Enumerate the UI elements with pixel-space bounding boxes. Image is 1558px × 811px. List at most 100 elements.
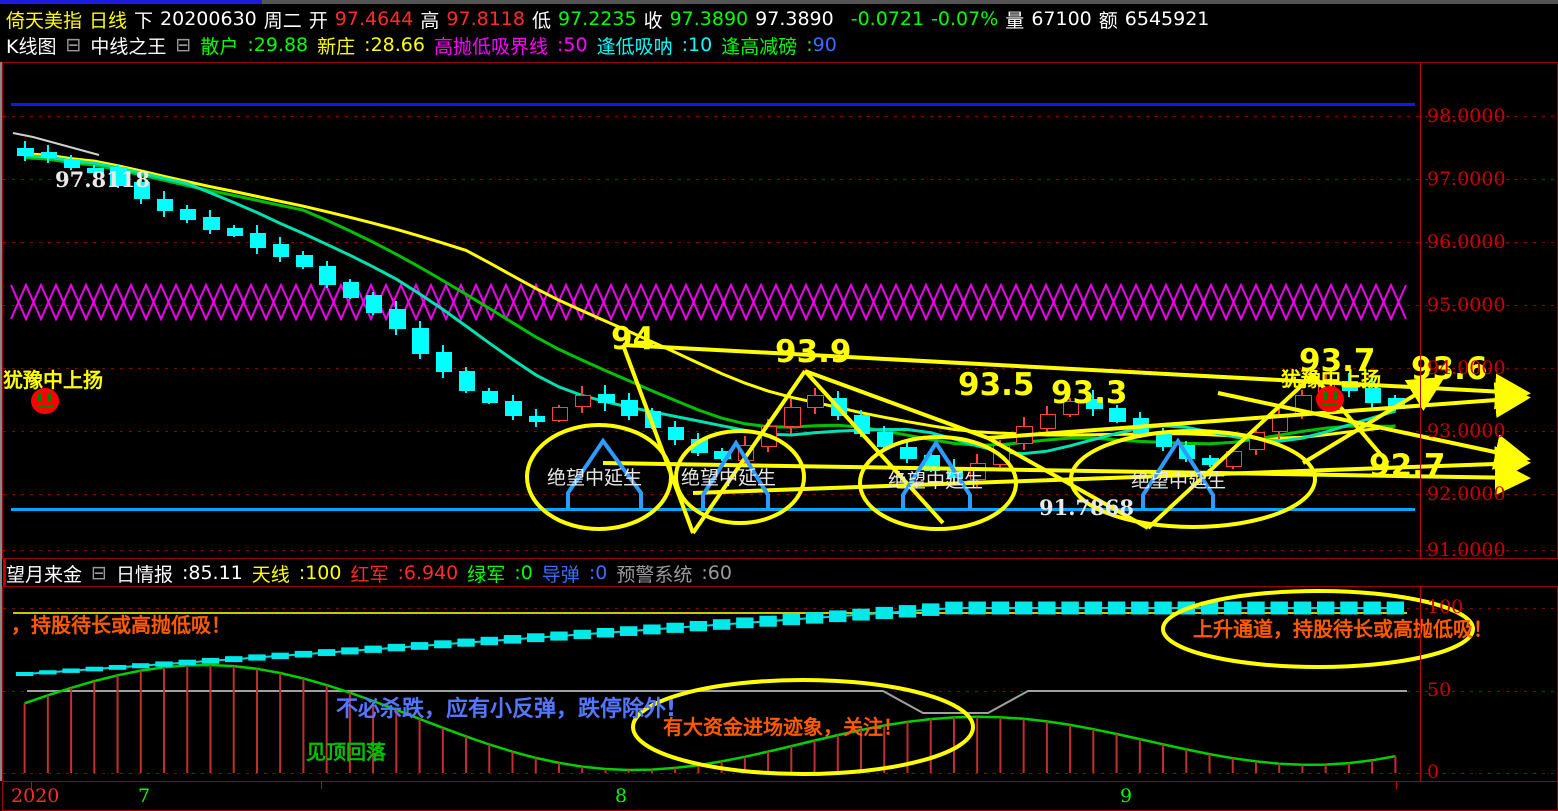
candle-body — [87, 168, 104, 174]
candle-body — [412, 328, 429, 354]
sky-volume-bar — [596, 628, 615, 638]
sub-tick-0: 0 — [1427, 761, 1440, 783]
period-label[interactable]: 日线 — [89, 9, 128, 32]
sky-volume-bar — [341, 647, 359, 655]
target-label-92-7: 92.7 — [1369, 448, 1446, 484]
price-tick-96: 96.0000 — [1427, 231, 1506, 253]
sky-volume-bar — [922, 603, 940, 616]
target-label-93-6: 93.6 — [1411, 351, 1488, 387]
collapse-icon-2[interactable]: ⊟ — [175, 34, 192, 56]
gridline-96 — [3, 242, 1557, 243]
despair-note-4: 绝望中延生 — [1131, 470, 1227, 492]
candle-body — [993, 444, 1010, 466]
greenarmy-colon: : — [514, 562, 521, 584]
candle-body — [226, 227, 243, 236]
low-value: 97.2235 — [557, 8, 637, 30]
red-face-icon-right — [1316, 386, 1344, 412]
high-value: 97.8118 — [446, 8, 525, 30]
sky-volume-bar — [132, 663, 150, 669]
skyline-label: 天线 — [251, 563, 290, 586]
retail-label: 散户 — [200, 35, 239, 58]
candle-body — [1225, 450, 1242, 467]
redarmy-value: 6.940 — [403, 562, 459, 584]
missile-colon: : — [588, 562, 596, 584]
candle-body — [1272, 413, 1289, 432]
candle-body — [63, 159, 81, 168]
candle-body — [760, 426, 778, 447]
sub-note-green: 见顶回落 — [306, 740, 386, 764]
gridline-95 — [3, 305, 1557, 306]
target-label-93-3: 93.3 — [1051, 375, 1128, 411]
sky-volume-bar — [736, 617, 754, 629]
missile-label: 导弹 — [541, 563, 580, 586]
candle-body — [342, 282, 360, 298]
warning-colon: : — [701, 562, 708, 584]
despair-note-1: 绝望中延生 — [547, 467, 643, 489]
sky-volume-bar — [852, 608, 870, 621]
price-tick-95: 95.0000 — [1427, 294, 1506, 316]
open-label: 开 — [308, 9, 328, 32]
candle-body — [389, 309, 406, 329]
price-tick-92: 92.0000 — [1427, 483, 1506, 505]
dealer-colon: : — [364, 34, 371, 56]
candle-body — [435, 352, 452, 373]
buylow-value: 10 — [688, 34, 713, 56]
sky-volume-bar — [317, 649, 336, 656]
sky-volume-bar — [619, 626, 638, 636]
support-price-marker: 91.7868 — [1039, 495, 1134, 520]
hilo-line-label: 高抛低吸界线 — [433, 35, 548, 58]
candle-body — [156, 198, 174, 211]
sub-gridline-100 — [3, 608, 1557, 609]
candle-body — [1039, 413, 1057, 429]
support-cyan-band — [11, 508, 1415, 511]
candle-body — [1388, 398, 1405, 410]
sky-volume-bar — [759, 615, 777, 627]
sky-volume-bar — [689, 620, 708, 632]
sky-volume-bar — [829, 610, 847, 623]
symbol-name[interactable]: 倚天美指 — [6, 9, 83, 32]
candle-body — [1202, 458, 1219, 466]
volume-value: 67100 — [1031, 8, 1092, 30]
collapse-icon-3[interactable]: ⊟ — [91, 562, 107, 584]
sky-volume-bar — [480, 636, 498, 646]
sky-volume-bar — [712, 619, 731, 630]
candle-body — [482, 391, 499, 404]
date-label-7: 7 — [138, 785, 151, 807]
sky-volume-bar — [108, 664, 127, 670]
sky-volume-bar — [782, 613, 801, 626]
candle-body — [714, 451, 731, 459]
sub-tick-100: 100 — [1427, 596, 1464, 618]
quote-weekday: 周二 — [263, 9, 302, 32]
sub-system-name[interactable]: 望月来金 — [6, 563, 83, 586]
chart-type-label[interactable]: K线图 — [6, 35, 57, 58]
candle-body — [133, 182, 150, 199]
date-axis: 2020 7 8 9 — [2, 781, 1558, 811]
sky-volume-bar — [410, 642, 429, 650]
zigzag-channel-overlay — [10, 132, 1407, 456]
candle-body — [877, 431, 894, 447]
oscillator-panel[interactable]: ，持股待长或高抛低吸！ 上升通道，持股待长或高抛低吸！ 不必杀跌，应有小反弹，跌… — [2, 586, 1558, 783]
candle-body — [1155, 434, 1173, 447]
sub-note-blue: 不必杀跌，应有小反弹，跌停除外! — [336, 697, 677, 722]
price-axis-line — [1420, 63, 1421, 558]
change-percent: -0.07% — [931, 8, 999, 30]
candle-body — [296, 254, 313, 267]
price-chart-panel[interactable]: 97.8118 犹豫中上扬 94 93.9 93.5 93.3 93.7 93.… — [2, 62, 1558, 559]
sub-indicator-bar: 望月来金 ⊟ 日情报 : 85.11 天线 : 100 红军 : 6.940 绿… — [0, 560, 1558, 586]
hilo-line-value: 50 — [563, 34, 588, 56]
redarmy-colon: : — [397, 562, 404, 584]
greenarmy-label: 绿军 — [467, 563, 506, 586]
skyline-value: 100 — [305, 562, 342, 584]
sky-volume-bar — [503, 635, 522, 644]
sellhigh-colon: : — [806, 34, 813, 56]
date-tick-2 — [1396, 782, 1397, 789]
sky-volume-bar — [573, 629, 591, 640]
gridline-93 — [3, 431, 1557, 432]
buylow-label: 逢低吸呐 — [596, 35, 673, 58]
price-tick-91: 91.0000 — [1427, 539, 1506, 559]
system-name-label[interactable]: 中线之王 — [90, 35, 167, 58]
gridline-92 — [3, 494, 1557, 495]
sky-volume-bar — [39, 670, 57, 675]
collapse-icon-1[interactable]: ⊟ — [65, 34, 82, 56]
